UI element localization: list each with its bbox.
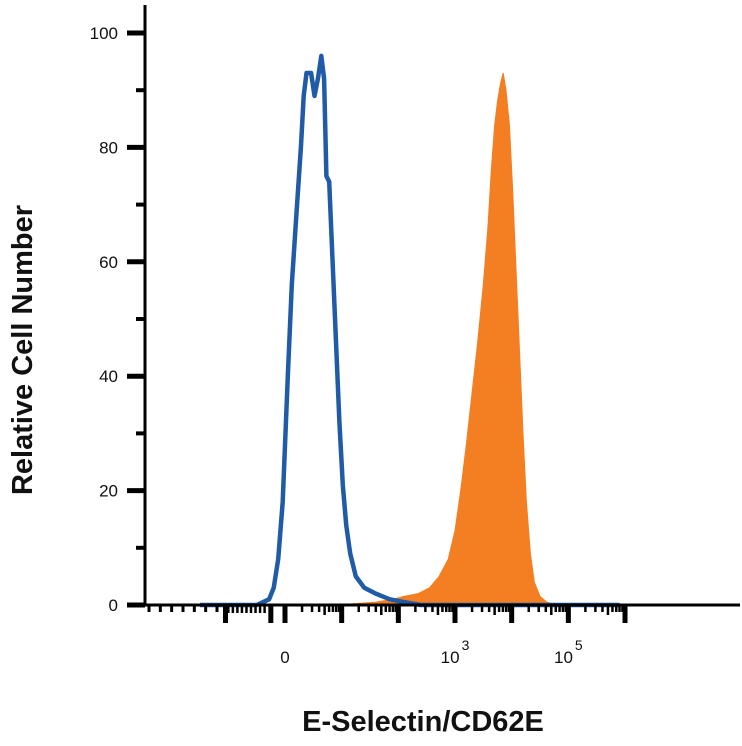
x-tick-label: 103 <box>441 637 470 667</box>
y-tick-label: 100 <box>90 24 118 43</box>
y-tick-label: 60 <box>99 253 118 272</box>
y-tick-label: 20 <box>99 482 118 501</box>
x-tick-label: 0 <box>280 648 289 667</box>
x-axis-title: E-Selectin/CD62E <box>302 706 544 738</box>
y-axis-title: Relative Cell Number <box>7 205 39 495</box>
y-axis-ticks: 0 20 40 60 80 100 <box>90 24 145 615</box>
isotype-histogram-line <box>200 53 620 608</box>
stained-histogram-area <box>199 72 620 606</box>
x-axis-ticks: 0 103 105 <box>147 605 628 667</box>
axes <box>143 5 740 607</box>
y-tick-label: 80 <box>99 138 118 157</box>
plot-area <box>199 53 620 608</box>
y-tick-label: 40 <box>99 367 118 386</box>
y-tick-label: 0 <box>109 596 118 615</box>
x-tick-label: 105 <box>554 637 583 667</box>
